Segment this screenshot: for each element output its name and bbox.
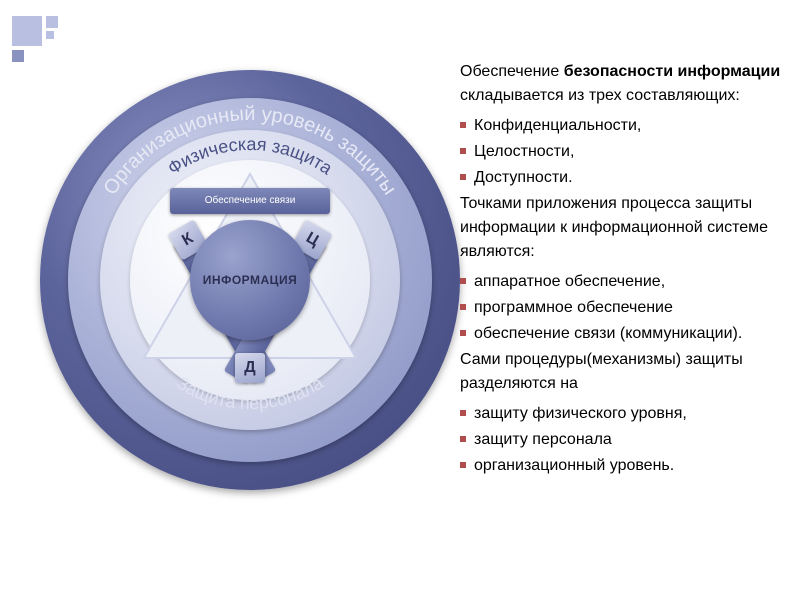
list-item: аппаратное обеспечение, (460, 270, 790, 294)
list-item: обеспечение связи (коммуникации). (460, 322, 790, 346)
list-item: Доступности. (460, 166, 790, 190)
list-components: Конфиденциальности, Целостности, Доступн… (460, 114, 790, 190)
list-item: Целостности, (460, 140, 790, 164)
slide: Организационный уровень защиты Физическа… (0, 0, 800, 600)
mechanisms-para: Сами процедуры(механизмы) защиты разделя… (460, 348, 790, 396)
security-rings-diagram: Организационный уровень защиты Физическа… (40, 70, 460, 490)
list-item: организационный уровень. (460, 454, 790, 478)
center-information: ИНФОРМАЦИЯ (190, 220, 310, 340)
list-appliances: аппаратное обеспечение, программное обес… (460, 270, 790, 346)
vertex-availability: Д (235, 353, 265, 383)
list-mechanisms: защиту физического уровня, защиту персон… (460, 402, 790, 478)
ring-physical-label: Физическая защита (164, 134, 337, 179)
intro-para: Обеспечение безопасности информации скла… (460, 60, 790, 108)
list-item: защиту персонала (460, 428, 790, 452)
list-item: Конфиденциальности, (460, 114, 790, 138)
svg-text:Физическая защита: Физическая защита (164, 134, 337, 179)
bar-communication: Обеспечение связи (170, 188, 330, 214)
list-item: защиту физического уровня, (460, 402, 790, 426)
apply-points-para: Точками приложения процесса защиты инфор… (460, 192, 790, 264)
explanatory-text: Обеспечение безопасности информации скла… (460, 60, 790, 480)
list-item: программное обеспечение (460, 296, 790, 320)
